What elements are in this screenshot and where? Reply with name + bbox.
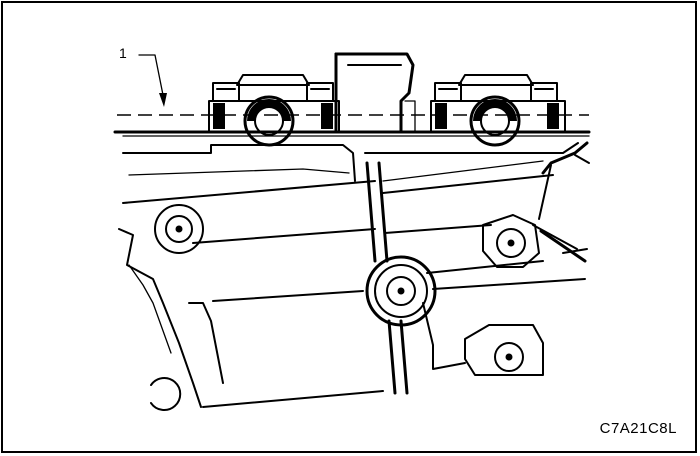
bolt-boss-lower-right [494,342,524,372]
bolt-boss-center [365,255,437,327]
bolt-boss-upper-left [154,204,204,254]
callout-1-leader [138,54,167,107]
cylinder-head-illustration [113,52,591,411]
head-casting [118,141,590,411]
right-camshaft-cap [430,74,566,147]
figure-code: C7A21C8L [599,420,677,437]
bolt-boss-right [482,214,540,268]
callout-1-label: 1 [119,45,127,61]
alignment-tool [334,52,416,134]
left-camshaft-cap [208,74,340,147]
